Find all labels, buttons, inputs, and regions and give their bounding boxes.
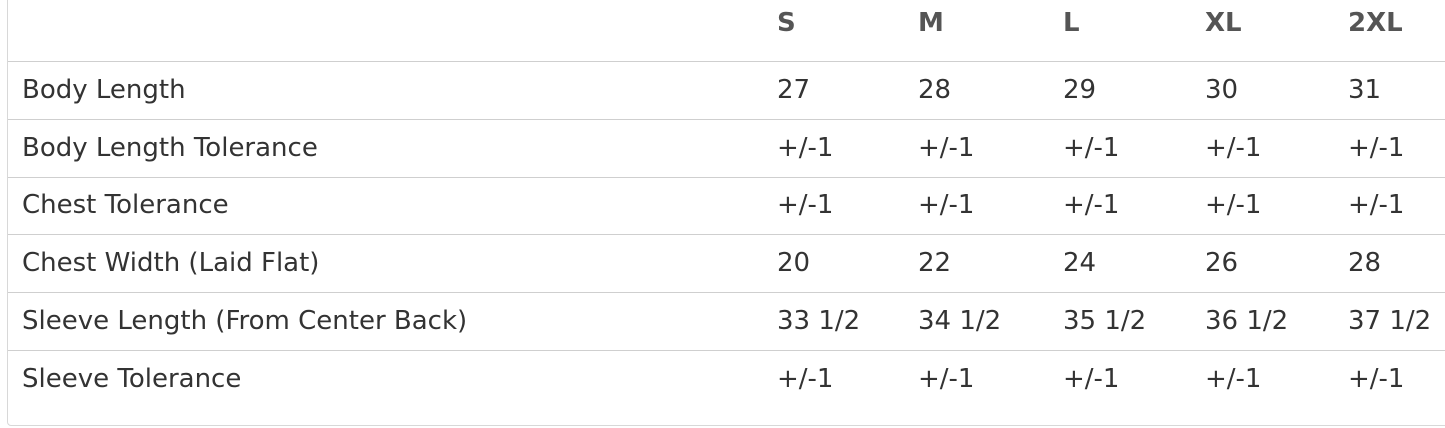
row-label: Sleeve Tolerance: [22, 363, 242, 394]
size-value: 37 1/2: [1348, 305, 1432, 336]
size-value: 31: [1348, 75, 1382, 105]
table-row: Body Length Tolerance +/-1 +/-1 +/-1 +/-1 +/-…: [8, 120, 1445, 178]
size-value: 28: [1348, 248, 1382, 279]
table-row: Chest Width (Laid Flat) 20 22 24 26 28: [8, 235, 1445, 294]
header-cell: S: [777, 8, 796, 38]
size-value: +/-1: [1348, 132, 1405, 163]
size-value: 28: [918, 75, 952, 105]
header-cell: M: [918, 8, 944, 38]
size-value: +/-1: [918, 190, 975, 221]
size-value: 26: [1205, 248, 1239, 279]
size-value: +/-1: [777, 363, 834, 394]
size-value: +/-1: [777, 190, 834, 221]
size-value: 29: [1063, 75, 1097, 105]
row-label: Sleeve Length (From Center Back): [22, 305, 468, 336]
size-value: 27: [777, 75, 811, 105]
size-value: 22: [918, 248, 952, 279]
size-value: +/-1: [1205, 363, 1262, 394]
header-cell: 2XL: [1348, 8, 1403, 38]
size-value: +/-1: [918, 132, 975, 163]
size-value: 35 1/2: [1063, 305, 1147, 336]
size-value: +/-1: [1063, 132, 1120, 163]
size-value: 24: [1063, 248, 1097, 279]
row-label: Body Length Tolerance: [22, 132, 318, 163]
table-row: Sleeve Length (From Center Back) 33 1/2 34…: [8, 293, 1445, 351]
header-cell: XL: [1205, 8, 1242, 38]
table-row: Sleeve Tolerance +/-1 +/-1 +/-1 +/-1 +/-1: [8, 351, 1445, 408]
size-value: +/-1: [1205, 132, 1262, 163]
header-cell: L: [1063, 8, 1080, 38]
size-value: +/-1: [1348, 190, 1405, 221]
size-value: 20: [777, 248, 811, 279]
size-value: +/-1: [1205, 190, 1262, 221]
size-value: 34 1/2: [918, 305, 1002, 336]
size-value: 33 1/2: [777, 305, 861, 336]
row-label: Body Length: [22, 75, 186, 105]
size-value: +/-1: [918, 363, 975, 394]
row-label: Chest Tolerance: [22, 190, 229, 221]
size-value: +/-1: [1063, 363, 1120, 394]
size-value: 30: [1205, 75, 1239, 105]
header-row: S M L XL 2XL: [8, 4, 1445, 62]
size-value: 36 1/2: [1205, 305, 1289, 336]
table-container: [7, 0, 1445, 426]
size-value: +/-1: [1348, 363, 1405, 394]
table-row: Body Length 27 28 29 30 31: [8, 62, 1445, 120]
table-row: Chest Tolerance +/-1 +/-1 +/-1 +/-1 +/-1: [8, 177, 1445, 236]
size-value: +/-1: [777, 132, 834, 163]
row-label: Chest Width (Laid Flat): [22, 248, 320, 279]
size-value: +/-1: [1063, 190, 1120, 221]
